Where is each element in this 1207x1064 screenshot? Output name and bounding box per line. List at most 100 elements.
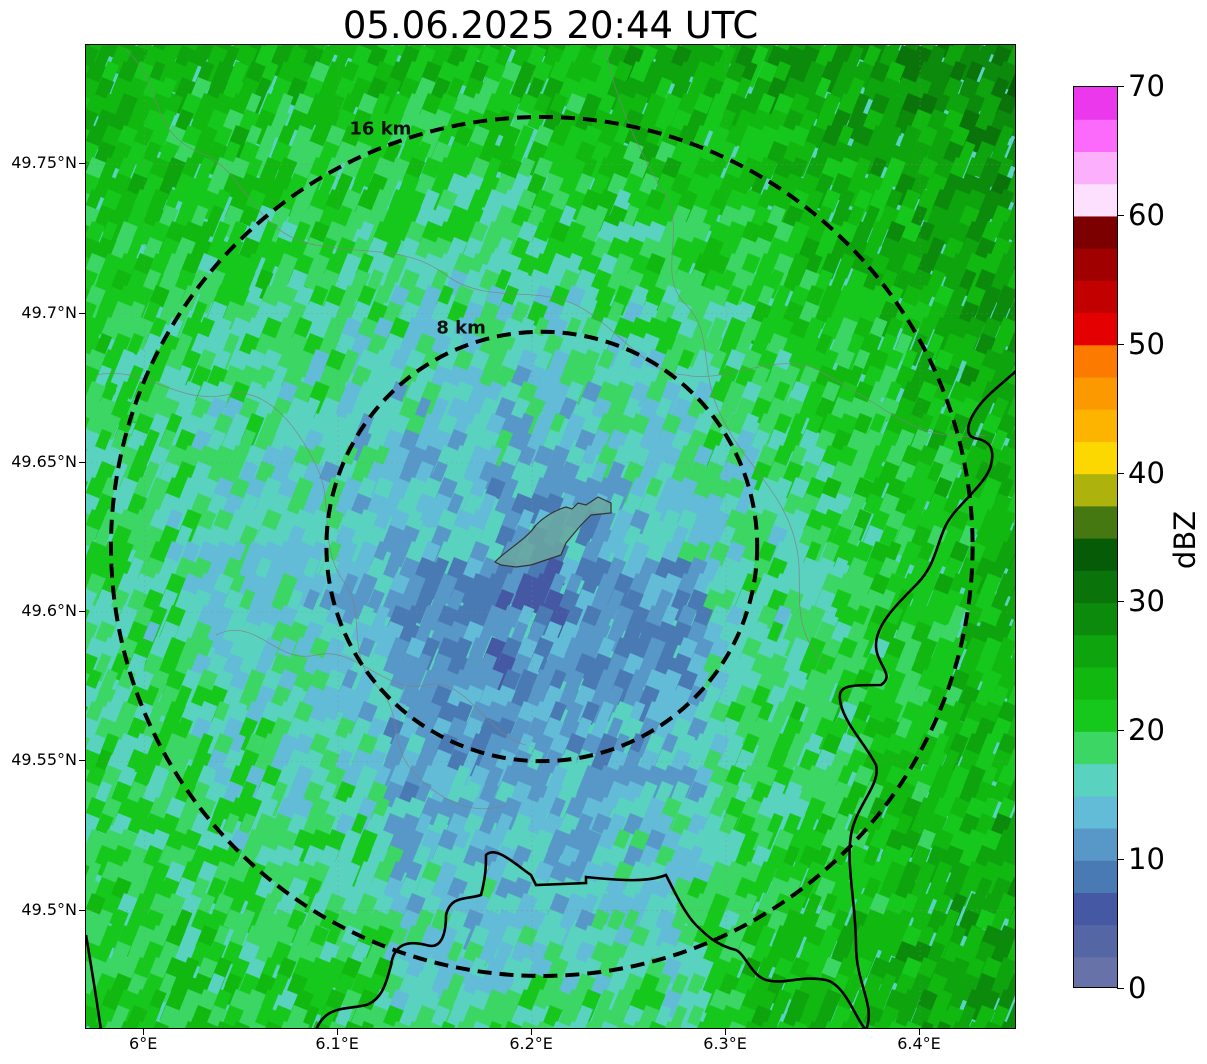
colorbar-tick-mark: [1117, 214, 1124, 216]
reflectivity-cell: [717, 108, 737, 133]
colorbar-swatch: [1074, 344, 1117, 378]
colorbar-tick-label: 10: [1128, 842, 1165, 877]
reflectivity-cell: [86, 269, 98, 305]
reflectivity-cell: [904, 45, 923, 53]
reflectivity-cell: [245, 157, 263, 179]
reflectivity-cell: [957, 140, 976, 166]
reflectivity-cell: [420, 189, 440, 212]
colorbar: [1073, 86, 1118, 988]
reflectivity-cell: [638, 108, 659, 134]
lat-tick-mark: [79, 909, 85, 911]
lon-tick-mark: [919, 1029, 921, 1035]
reflectivity-cell: [1006, 237, 1015, 261]
colorbar-tick-mark: [1117, 472, 1124, 474]
colorbar-swatch: [1074, 763, 1117, 797]
colorbar-swatch: [1074, 956, 1117, 987]
colorbar-swatch: [1074, 602, 1117, 636]
range-ring-label: 16 km: [349, 118, 411, 139]
lat-tick-label: 49.6°N: [21, 601, 77, 621]
colorbar-tick-mark: [1117, 859, 1124, 861]
reflectivity-cell: [677, 61, 696, 83]
reflectivity-cell: [1006, 301, 1015, 327]
reflectivity-cell: [164, 93, 184, 116]
lat-tick-label: 49.65°N: [11, 451, 77, 471]
colorbar-swatch: [1074, 892, 1117, 926]
chart-title: 05.06.2025 20:44 UTC: [342, 4, 759, 47]
colorbar-tick-label: 0: [1128, 971, 1147, 1005]
lat-tick-mark: [79, 611, 85, 613]
reflectivity-cell: [462, 45, 482, 69]
colorbar-swatch: [1074, 409, 1117, 442]
colorbar-tick-label: 20: [1128, 713, 1165, 748]
colorbar-tick-label: 70: [1128, 69, 1165, 103]
reflectivity-cell: [126, 333, 144, 355]
reflectivity-cell: [86, 301, 97, 344]
reflectivity-cell: [852, 93, 870, 115]
reflectivity-cell: [757, 156, 778, 180]
lat-tick-mark: [79, 461, 85, 463]
colorbar-tick-mark: [1117, 988, 1124, 989]
lat-tick-label: 49.7°N: [21, 302, 77, 322]
reflectivity-cell: [318, 332, 338, 357]
reflectivity-cell: [86, 109, 98, 153]
reflectivity-cell: [238, 268, 256, 292]
colorbar-title: dBZ: [1168, 510, 1202, 570]
reflectivity-cell: [196, 125, 218, 148]
colorbar-swatch: [1074, 634, 1117, 668]
reflectivity-cell: [244, 125, 263, 148]
colorbar-swatch: [1074, 731, 1117, 765]
colorbar-swatch: [1074, 473, 1117, 507]
colorbar-swatch: [1074, 666, 1117, 700]
colorbar-swatch: [1074, 538, 1117, 571]
reflectivity-cell: [1015, 877, 1016, 920]
reflectivity-cell: [86, 332, 105, 367]
lat-tick-mark: [79, 760, 85, 762]
lon-tick-label: 6.3°E: [703, 1034, 747, 1053]
reflectivity-cell: [750, 173, 768, 196]
lon-tick-mark: [337, 1029, 339, 1035]
reflectivity-cell: [318, 237, 337, 261]
reflectivity-cell: [804, 317, 825, 340]
reflectivity-field: [86, 45, 1016, 1028]
reflectivity-cell: [973, 301, 995, 327]
reflectivity-cell: [373, 93, 391, 115]
lat-tick-label: 49.75°N: [11, 153, 77, 173]
lon-tick-label: 6.1°E: [315, 1034, 359, 1053]
lat-tick-label: 49.55°N: [11, 750, 77, 770]
reflectivity-cell: [717, 45, 736, 70]
reflectivity-cell: [420, 157, 442, 181]
radar-map[interactable]: 8 km 16 km: [85, 44, 1016, 1029]
colorbar-swatch: [1074, 827, 1117, 861]
reflectivity-cell: [510, 301, 530, 325]
colorbar-tick-mark: [1117, 86, 1124, 87]
reflectivity-cell: [158, 205, 179, 230]
reflectivity-cell: [133, 189, 150, 211]
colorbar-swatch: [1074, 215, 1117, 249]
reflectivity-cell: [180, 61, 199, 83]
reflectivity-cell: [574, 173, 594, 197]
reflectivity-cell: [446, 236, 468, 263]
colorbar-swatch: [1074, 119, 1117, 153]
colorbar-tick-label: 40: [1128, 455, 1165, 490]
reflectivity-cell: [884, 316, 904, 340]
reflectivity-cell: [516, 189, 537, 212]
reflectivity-cell: [366, 268, 385, 292]
colorbar-tick-label: 30: [1128, 584, 1165, 619]
colorbar-tick-mark: [1117, 343, 1124, 345]
colorbar-swatch: [1074, 570, 1117, 604]
reflectivity-cell: [86, 45, 99, 70]
colorbar-swatch: [1074, 795, 1117, 829]
colorbar-tick-label: 60: [1128, 197, 1165, 232]
reflectivity-cell: [516, 253, 538, 277]
colorbar-swatch: [1074, 248, 1117, 281]
colorbar-swatch: [1074, 376, 1117, 410]
colorbar-swatch: [1074, 280, 1117, 314]
lon-tick-mark: [143, 1029, 145, 1035]
colorbar-swatch: [1074, 860, 1117, 893]
colorbar-tick-mark: [1117, 730, 1124, 732]
reflectivity-cell: [622, 205, 640, 227]
lon-tick-label: 6°E: [129, 1034, 158, 1053]
reflectivity-cell: [215, 45, 236, 54]
reflectivity-cell: [654, 77, 673, 101]
reflectivity-cell: [692, 125, 710, 147]
